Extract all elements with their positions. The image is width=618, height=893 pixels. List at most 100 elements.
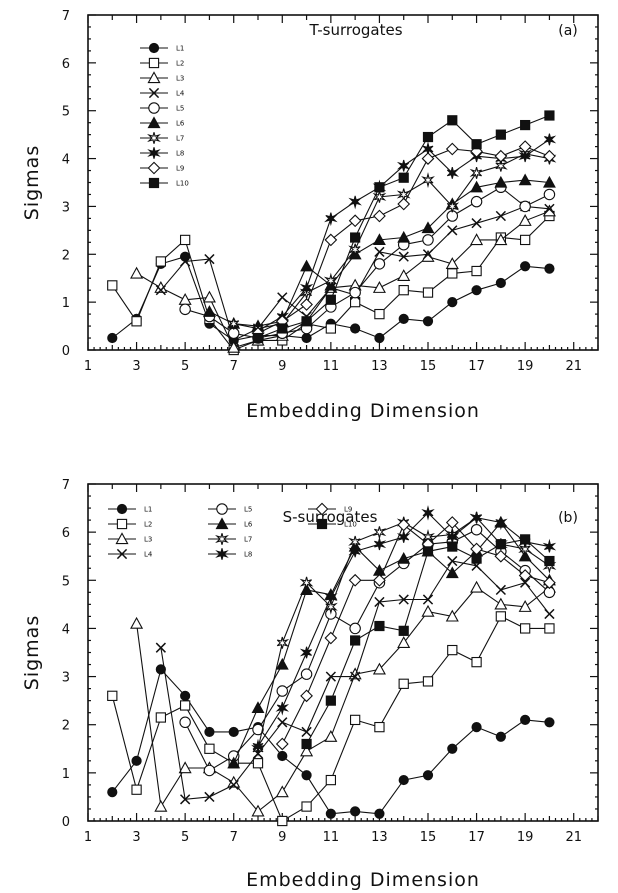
data-point	[544, 717, 555, 728]
data-point	[519, 200, 531, 213]
legend-entry: L1	[108, 503, 152, 515]
legend-entry: L8	[140, 147, 184, 159]
legend-entry: L9	[140, 161, 184, 175]
data-point	[396, 529, 411, 543]
data-point	[228, 779, 239, 791]
data-point	[323, 600, 338, 615]
legend-entry: L10	[140, 177, 189, 189]
data-point	[542, 175, 556, 188]
legend-entry: L5	[140, 102, 184, 114]
data-point	[421, 221, 435, 234]
data-point	[325, 808, 336, 819]
x-tick-label: 19	[517, 830, 534, 845]
y-tick-label: 3	[62, 671, 70, 686]
data-point	[204, 743, 215, 754]
data-point	[299, 646, 312, 659]
data-point	[422, 287, 434, 298]
data-point	[518, 600, 532, 612]
legend-label: L6	[244, 521, 253, 529]
series-line-l2	[111, 615, 550, 822]
data-point	[155, 642, 166, 653]
y-tick-label: 7	[62, 9, 70, 24]
data-point	[275, 657, 289, 670]
data-point	[350, 232, 361, 243]
legend-marker	[148, 87, 160, 99]
data-point	[446, 200, 460, 213]
series-l4	[155, 555, 555, 805]
data-point	[398, 594, 409, 605]
series-l10	[301, 534, 555, 750]
data-point	[398, 774, 409, 786]
series-l3	[130, 204, 556, 353]
x-tick-label: 13	[371, 830, 388, 845]
data-point	[397, 269, 411, 281]
data-point	[397, 636, 411, 649]
y-tick-label: 4	[62, 153, 70, 168]
series-l1	[107, 664, 555, 819]
data-point	[495, 277, 506, 289]
series-l3	[130, 580, 556, 817]
x-tick-label: 17	[468, 830, 485, 845]
legend-entry: L9	[308, 502, 352, 516]
legend-entry: L10	[308, 518, 357, 530]
legend: L1 L2 L3 L4 L5 L6 L7 L8 L9 L10	[108, 502, 357, 560]
legend: L1 L2 L3 L4 L5 L6 L7 L8 L9 L10	[140, 42, 189, 189]
data-point	[323, 272, 338, 287]
data-point	[447, 555, 458, 567]
data-point	[373, 258, 386, 270]
data-point	[204, 253, 215, 265]
data-point	[447, 743, 458, 754]
data-point	[470, 195, 483, 208]
legend-label: L4	[176, 90, 185, 98]
data-point	[495, 539, 506, 550]
data-point	[300, 744, 314, 757]
data-point	[300, 668, 313, 680]
data-point	[398, 285, 409, 296]
data-point	[422, 131, 434, 143]
data-point	[374, 182, 385, 193]
data-point	[155, 712, 167, 723]
legend-marker	[116, 548, 128, 560]
data-point	[299, 279, 314, 294]
x-axis-label: Embedding Dimension	[246, 869, 480, 891]
data-point	[471, 139, 482, 150]
data-point	[469, 511, 482, 524]
data-point	[300, 298, 313, 311]
data-point	[422, 234, 434, 246]
data-point	[542, 204, 556, 217]
data-point	[350, 635, 361, 646]
data-point	[325, 294, 336, 305]
data-point	[374, 596, 385, 608]
x-tick-label: 3	[132, 359, 140, 374]
data-point	[301, 738, 312, 750]
data-point	[520, 261, 531, 272]
data-point	[372, 233, 386, 246]
data-point	[422, 249, 434, 260]
x-tick-label: 21	[565, 830, 582, 845]
y-axis-label: Sigmas	[21, 615, 43, 690]
legend-label: L3	[176, 75, 184, 83]
data-point	[447, 115, 458, 126]
data-point	[396, 159, 410, 172]
legend-label: L1	[176, 45, 184, 53]
legend-entry: L7	[140, 132, 184, 144]
data-point	[276, 685, 289, 697]
legend-label: L6	[176, 120, 185, 128]
x-tick-label: 1	[84, 830, 92, 845]
data-point	[447, 297, 458, 308]
data-point	[179, 303, 191, 316]
data-point	[325, 774, 337, 786]
data-point	[374, 538, 387, 551]
data-point	[301, 316, 312, 327]
x-tick-label: 3	[132, 830, 140, 845]
y-tick-label: 1	[62, 767, 70, 782]
data-point	[544, 623, 555, 634]
data-point	[301, 770, 312, 781]
data-point	[397, 518, 411, 532]
data-point	[544, 133, 557, 146]
data-point	[131, 755, 142, 766]
data-point	[398, 172, 409, 183]
legend-label: L3	[144, 536, 152, 544]
x-tick-label: 11	[323, 359, 340, 374]
